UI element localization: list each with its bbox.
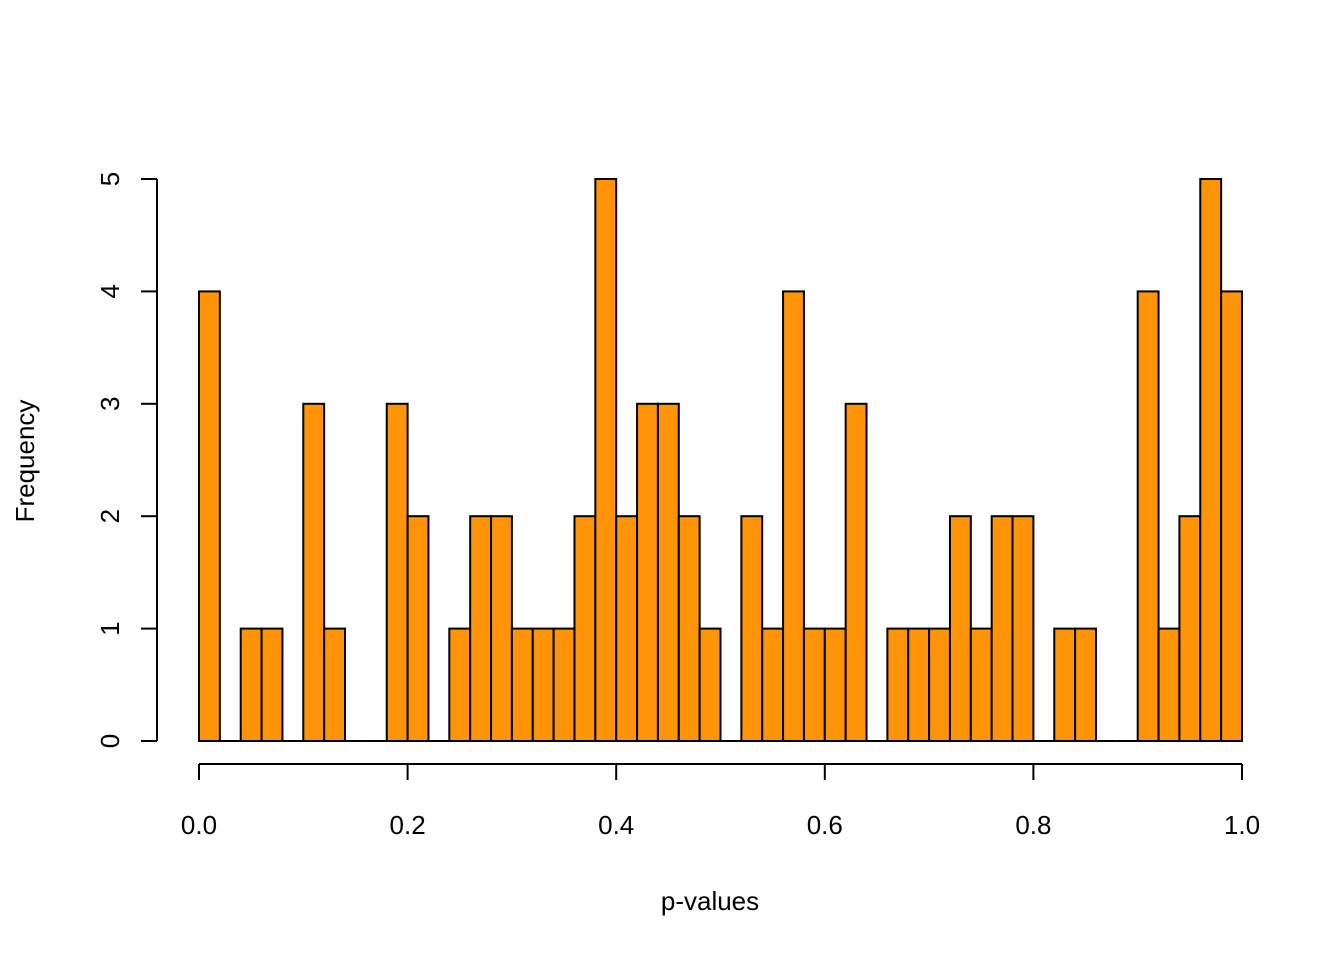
histogram-bar: [844, 402, 868, 742]
histogram-bar: [1220, 290, 1244, 742]
histogram-bar: [928, 627, 951, 742]
histogram-bar: [740, 515, 764, 743]
y-tick-label: 1: [95, 621, 125, 635]
histogram-bar: [1199, 178, 1223, 742]
histogram-bar: [1157, 627, 1181, 742]
y-tick-label: 0: [95, 734, 125, 748]
histogram-bar: [1053, 627, 1077, 742]
histogram-bar: [469, 515, 493, 743]
x-axis-label: p-values: [661, 886, 759, 916]
histogram-bar: [552, 627, 576, 742]
histogram-bar: [1074, 627, 1097, 742]
histogram-bar: [1136, 290, 1160, 742]
histogram-bar: [302, 402, 326, 742]
x-tick-label: 1.0: [1224, 810, 1260, 840]
y-axis: 0 1 2 3 4 5: [95, 172, 158, 748]
histogram-bar: [573, 515, 597, 743]
histogram-bar: [615, 515, 639, 743]
histogram-bar: [761, 627, 785, 742]
x-tick-label: 0.0: [181, 810, 217, 840]
histogram-bar: [656, 402, 680, 742]
histogram-bar: [490, 515, 513, 743]
histogram-bar: [823, 627, 847, 742]
x-tick-label: 0.8: [1015, 810, 1051, 840]
histogram-bar: [886, 627, 910, 742]
histogram-bar: [385, 402, 409, 742]
histogram-bar: [782, 290, 805, 742]
histogram-bar: [698, 627, 722, 742]
y-tick-label: 3: [95, 397, 125, 411]
histogram-bar: [948, 515, 972, 743]
histogram-bar: [594, 178, 618, 742]
histogram-bar: [260, 627, 284, 742]
histogram-bar: [406, 515, 430, 743]
bars-group: [198, 178, 1244, 743]
histogram-bar: [239, 627, 263, 742]
histogram-bar: [323, 627, 347, 742]
histogram-bar: [907, 627, 931, 742]
histogram-bar: [198, 290, 221, 742]
y-tick-label: 4: [95, 284, 125, 298]
x-tick-label: 0.6: [807, 810, 843, 840]
histogram-bar: [1011, 515, 1035, 743]
histogram-bar: [802, 627, 826, 742]
histogram-bar: [990, 515, 1014, 743]
x-axis: 0.0 0.2 0.4 0.6 0.8 1.0: [181, 763, 1260, 840]
histogram-bar: [677, 515, 701, 743]
x-tick-label: 0.4: [598, 810, 634, 840]
histogram-bar: [636, 402, 659, 742]
histogram-bar: [448, 627, 472, 742]
histogram-bar: [531, 627, 555, 742]
histogram-bar: [969, 627, 993, 742]
y-tick-label: 5: [95, 172, 125, 186]
y-axis-label: Frequency: [10, 400, 40, 523]
histogram-bar: [1178, 515, 1202, 743]
y-tick-label: 2: [95, 509, 125, 523]
histogram-bar: [510, 627, 534, 742]
x-tick-label: 0.2: [390, 810, 426, 840]
